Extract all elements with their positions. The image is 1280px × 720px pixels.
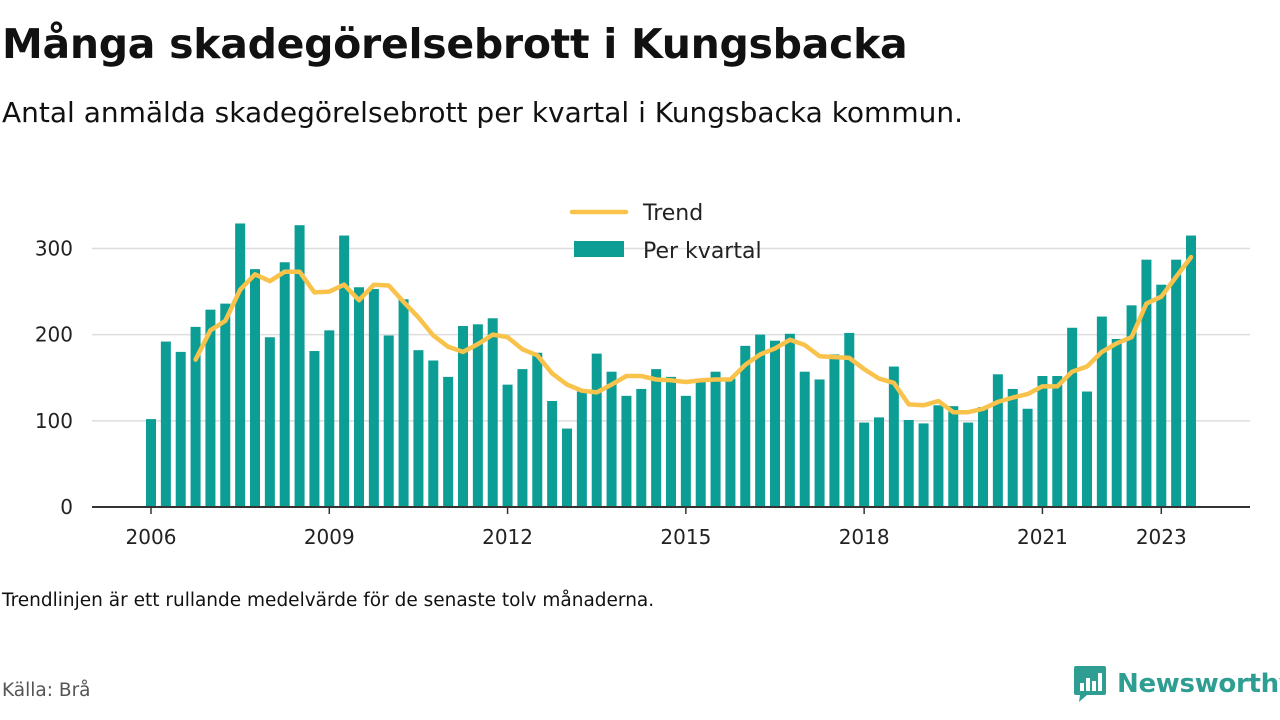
bar: [398, 299, 409, 507]
bar: [903, 419, 914, 507]
bar: [621, 395, 632, 507]
bar: [651, 369, 662, 507]
bar: [992, 374, 1003, 507]
bar: [562, 428, 572, 507]
bar: [1156, 284, 1167, 507]
x-tick-label: 2009: [304, 525, 355, 549]
legend: Trend Per kvartal: [569, 201, 762, 264]
bar: [220, 303, 231, 507]
bar: [487, 318, 498, 507]
chart: 0 100 200 300 2006 2009 2012 2015 2018 2021 2023 T…: [35, 201, 1250, 549]
x-tick-label: 2012: [482, 525, 533, 549]
y-tick-label: 0: [60, 495, 73, 519]
bar: [1096, 316, 1107, 507]
legend-bar-label: Per kvartal: [643, 239, 762, 264]
x-tick-label: 2023: [1136, 525, 1187, 549]
bar: [1141, 259, 1152, 507]
bar: [799, 371, 810, 507]
y-tick-label: 200: [35, 323, 73, 347]
bar: [695, 378, 706, 507]
bar: [1082, 391, 1092, 507]
bar: [1186, 235, 1196, 507]
bar: [413, 350, 424, 507]
bar: [190, 326, 201, 507]
bar: [918, 423, 929, 507]
legend-bar-swatch: [574, 241, 624, 257]
bar: [829, 354, 840, 507]
bar: [1007, 388, 1018, 507]
bar: [576, 391, 587, 507]
bar: [428, 360, 439, 507]
bar: [740, 345, 751, 507]
x-tick-label: 2021: [1017, 525, 1068, 549]
chart-subtitle: Antal anmälda skadegörelsebrott per kvar…: [2, 96, 963, 129]
x-tick-label: 2018: [839, 525, 890, 549]
bar: [472, 324, 483, 507]
bar: [532, 352, 543, 507]
bar: [606, 371, 617, 507]
bar: [1126, 305, 1137, 507]
bar: [666, 376, 676, 507]
y-tick-label: 300: [35, 236, 73, 260]
bar: [146, 419, 156, 507]
bar: [933, 405, 944, 507]
x-tick-label: 2006: [126, 525, 177, 549]
bar: [636, 388, 647, 507]
chart-title: Många skadegörelsebrott i Kungsbacka: [2, 20, 908, 68]
bar: [814, 379, 825, 507]
bar: [1067, 327, 1078, 507]
bar: [680, 395, 691, 507]
bar: [874, 417, 884, 507]
bar: [517, 369, 528, 507]
bar: [948, 406, 959, 507]
newsworthy-logo[interactable]: Newsworthy: [1073, 665, 1280, 703]
trend-line: [193, 254, 1194, 415]
chart-bubble-icon: [1074, 666, 1106, 702]
bar: [963, 422, 974, 507]
bar: [324, 330, 335, 507]
axes: 0 100 200 300 2006 2009 2012 2015 2018 2021 2023: [35, 236, 1250, 549]
bar: [1052, 376, 1063, 507]
bar: [279, 262, 290, 507]
bar-series: [146, 223, 1196, 507]
source-label: Källa: Brå: [2, 680, 91, 701]
bar: [250, 269, 260, 507]
bar: [888, 366, 899, 507]
bar: [755, 334, 766, 507]
bar: [770, 340, 780, 507]
bar: [784, 333, 795, 507]
legend-trend-label: Trend: [642, 201, 703, 226]
x-tick-label: 2015: [660, 525, 711, 549]
y-tick-label: 100: [35, 409, 73, 433]
bar: [547, 401, 558, 507]
bar: [502, 384, 513, 507]
bar: [205, 309, 216, 507]
bar: [1171, 259, 1182, 507]
bar: [1022, 408, 1033, 507]
footnote: Trendlinjen är ett rullande medelvärde f…: [2, 590, 655, 611]
bar: [235, 223, 246, 507]
bar: [1037, 376, 1048, 507]
bar: [294, 225, 305, 507]
bar: [175, 351, 186, 507]
bar: [458, 326, 468, 507]
bar: [339, 235, 350, 507]
bar: [725, 378, 736, 507]
bar: [710, 371, 721, 507]
bar: [591, 353, 602, 507]
trend-series: [193, 254, 1194, 415]
bar: [1111, 338, 1122, 507]
bar: [383, 335, 394, 507]
bar: [368, 288, 379, 507]
bar: [978, 407, 988, 507]
bar: [443, 376, 454, 507]
bar: [844, 332, 855, 507]
brand-name: Newsworthy: [1117, 669, 1280, 699]
bar: [309, 351, 320, 507]
bar: [354, 287, 364, 507]
bar: [160, 341, 171, 507]
bar: [264, 337, 275, 507]
bar: [859, 422, 870, 507]
